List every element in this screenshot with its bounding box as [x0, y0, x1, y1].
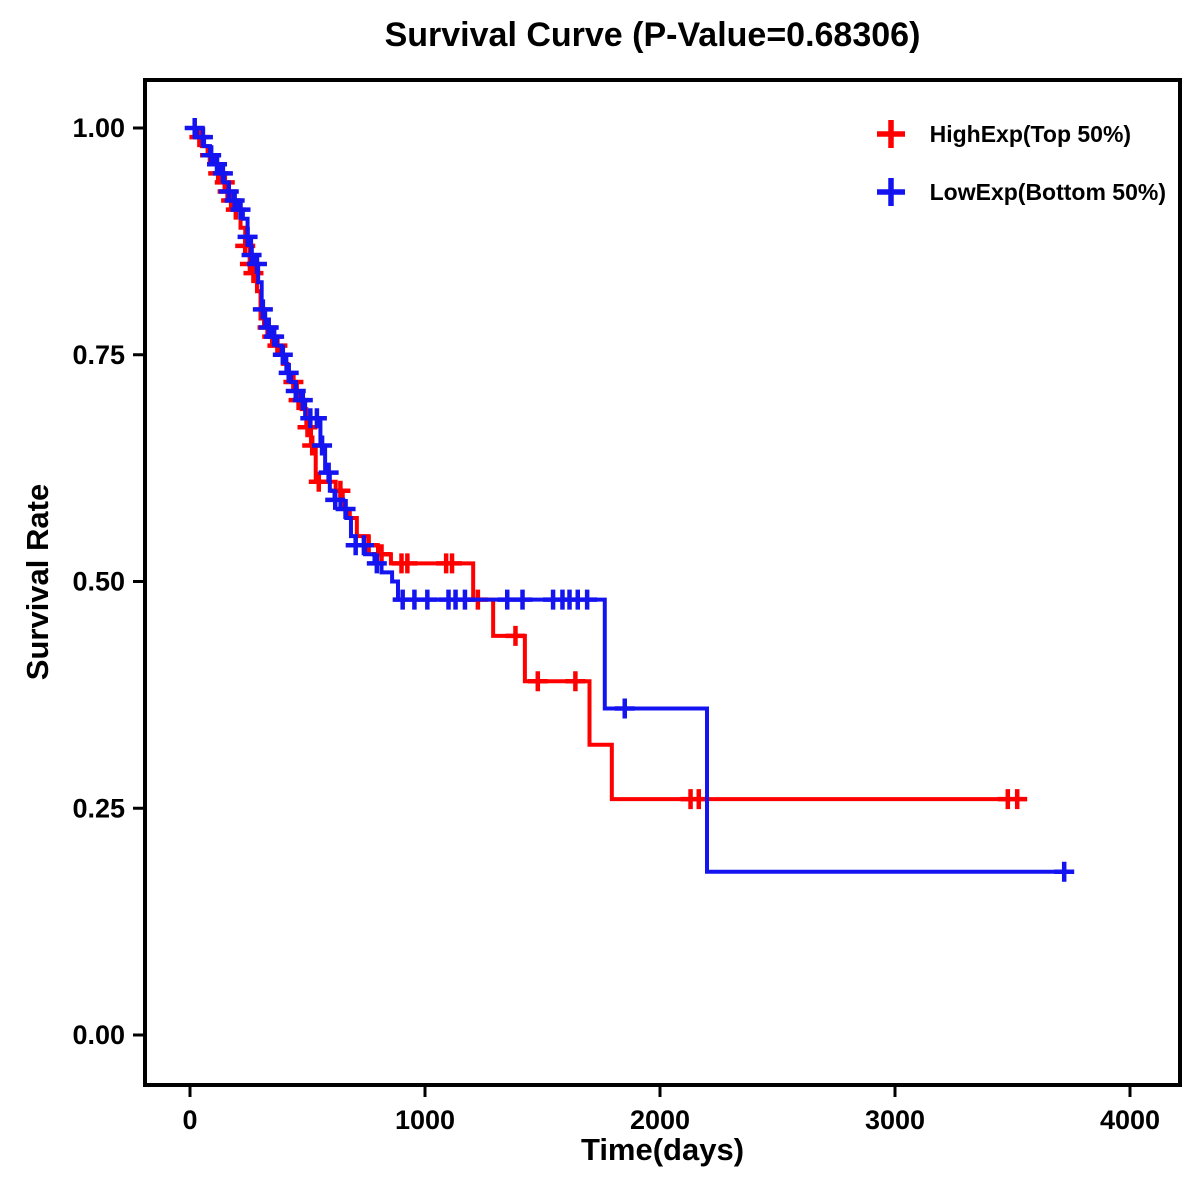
x-tick-label: 0 — [182, 1105, 197, 1135]
censor-marks — [184, 118, 1075, 882]
y-tick-label: 0.50 — [72, 567, 125, 597]
x-tick-label: 1000 — [395, 1105, 455, 1135]
y-tick-label: 1.00 — [72, 113, 125, 143]
survival-step-curve — [190, 126, 1067, 874]
legend-label-lowexp: LowExp(Bottom 50%) — [929, 178, 1166, 205]
y-tick-label: 0.00 — [72, 1020, 125, 1050]
plus-marker-icon — [876, 120, 905, 148]
legend: HighExp(Top 50%) LowExp(Bottom 50%) — [872, 115, 1166, 211]
legend-item-lowexp: LowExp(Bottom 50%) — [872, 173, 1166, 211]
legend-item-highexp: HighExp(Top 50%) — [872, 115, 1166, 153]
y-tick-label: 0.75 — [72, 340, 125, 370]
series-lowexp — [184, 118, 1075, 882]
x-tick-label: 4000 — [1100, 1105, 1160, 1135]
plus-marker-icon — [876, 178, 905, 206]
x-tick-label: 3000 — [865, 1105, 925, 1135]
chart-title: Survival Curve (P-Value=0.68306) — [384, 16, 921, 54]
plot-border — [143, 78, 1182, 1087]
y-axis: 0.00 0.25 0.50 0.75 1.00 — [72, 113, 145, 1050]
x-axis: 0 1000 2000 3000 4000 — [182, 1085, 1160, 1135]
legend-label-highexp: HighExp(Top 50%) — [929, 120, 1132, 147]
y-tick-label: 0.25 — [72, 793, 125, 823]
x-axis-title: Time(days) — [580, 1132, 745, 1167]
x-tick-label: 2000 — [630, 1105, 690, 1135]
